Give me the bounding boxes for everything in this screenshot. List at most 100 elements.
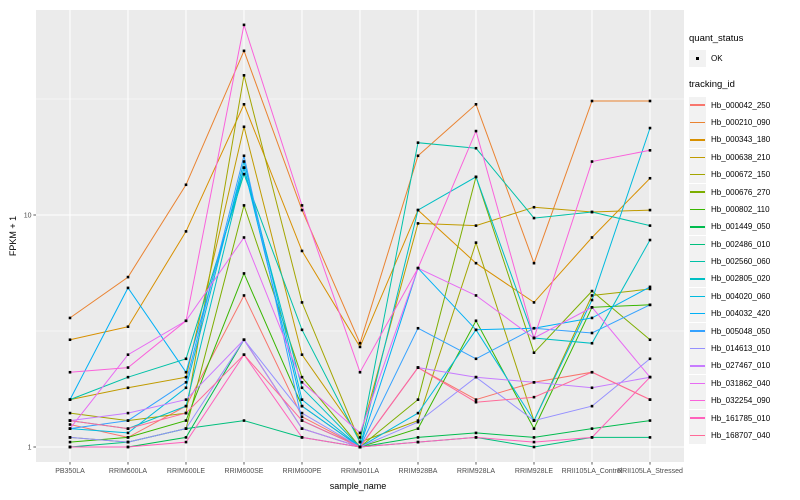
- data-point: [474, 175, 478, 179]
- legend-entry: Hb_002486_010: [689, 235, 770, 253]
- data-point: [474, 431, 478, 435]
- data-point: [300, 411, 304, 415]
- legend-key: [689, 392, 706, 410]
- series-color-line-icon: [690, 417, 705, 419]
- data-point: [648, 303, 652, 307]
- data-point: [416, 222, 420, 225]
- data-point: [590, 294, 594, 297]
- legend-label: Hb_004020_060: [711, 291, 771, 301]
- data-point: [474, 436, 478, 439]
- data-point: [648, 285, 652, 289]
- data-point: [184, 427, 188, 430]
- data-point: [648, 436, 652, 439]
- data-point: [300, 419, 304, 422]
- data-point: [358, 345, 362, 349]
- series-color-line-icon: [690, 260, 705, 263]
- data-point: [68, 445, 72, 449]
- data-point: [532, 216, 536, 220]
- legend-key: [689, 131, 706, 149]
- data-point: [648, 419, 652, 422]
- data-point: [532, 381, 536, 384]
- legend-key: [689, 96, 706, 114]
- legend-entry: Hb_001449_050: [689, 218, 770, 236]
- data-point: [358, 370, 362, 374]
- series-color-line-icon: [690, 173, 705, 176]
- legend-label: Hb_002560_060: [711, 257, 771, 267]
- legend-entry: Hb_000638_210: [689, 148, 770, 166]
- legend-key: [689, 357, 706, 375]
- legend-label: Hb_005048_050: [711, 326, 771, 336]
- data-point: [126, 419, 130, 422]
- legend-key: [689, 50, 706, 68]
- data-point: [532, 440, 536, 444]
- legend-label: Hb_032254_090: [711, 396, 771, 406]
- data-point: [416, 208, 420, 212]
- data-point: [68, 338, 72, 342]
- data-point: [358, 440, 362, 444]
- x-tick-label: RRIM600SE: [225, 468, 264, 475]
- data-point: [184, 419, 188, 422]
- legend-label: Hb_000210_090: [711, 117, 771, 127]
- data-point: [126, 375, 130, 379]
- legend-entry: Hb_000343_180: [689, 131, 771, 149]
- legend-key: [689, 166, 706, 184]
- legend-key: [689, 183, 706, 201]
- data-point: [358, 436, 362, 439]
- data-point: [474, 146, 478, 150]
- data-point: [126, 445, 130, 449]
- data-point: [532, 436, 536, 439]
- point-marker-icon: [696, 57, 699, 61]
- x-tick-label: RRIM600PE: [283, 468, 322, 475]
- data-point: [590, 436, 594, 439]
- data-point: [474, 375, 478, 379]
- data-point: [474, 398, 478, 401]
- legend-entry: Hb_000042_250: [689, 96, 771, 114]
- series-color-line-icon: [690, 191, 705, 193]
- data-point: [184, 404, 188, 408]
- data-point: [648, 238, 652, 242]
- data-point: [648, 126, 652, 130]
- legend-title-quant-status: quant_status: [689, 33, 744, 44]
- legend-label: Hb_000672_150: [711, 170, 771, 180]
- data-point: [474, 319, 478, 323]
- series-color-line-icon: [690, 295, 705, 298]
- data-point: [242, 154, 246, 158]
- data-point: [532, 419, 536, 422]
- series-color-line-icon: [690, 434, 705, 437]
- legend-key: [689, 200, 706, 218]
- legend: quant_status OK tracking_id Hb_000042_25…: [689, 33, 770, 444]
- data-point: [590, 331, 594, 335]
- data-point: [358, 431, 362, 435]
- data-point: [358, 341, 362, 345]
- series-color-line-icon: [690, 365, 705, 367]
- series-color-line-icon: [690, 208, 705, 211]
- legend-entry: Hb_004020_060: [689, 287, 771, 305]
- data-point: [532, 351, 536, 354]
- data-point: [474, 241, 478, 244]
- data-point: [474, 328, 478, 332]
- legend-entry: Hb_032254_090: [689, 392, 771, 410]
- data-point: [242, 172, 246, 176]
- data-point: [416, 398, 420, 401]
- legend-label: Hb_000042_250: [711, 100, 771, 110]
- data-point: [358, 445, 362, 449]
- legend-entry: Hb_000210_090: [689, 113, 771, 131]
- legend-label: Hb_000343_180: [711, 135, 771, 145]
- data-point: [648, 287, 652, 291]
- data-point: [184, 386, 188, 390]
- y-tick-label: 10: [24, 213, 32, 220]
- data-point: [242, 338, 246, 342]
- data-point: [300, 208, 304, 212]
- data-point: [126, 411, 130, 415]
- data-point: [416, 326, 420, 330]
- legend-key: [689, 270, 706, 288]
- legend-entry: Hb_027467_010: [689, 357, 770, 375]
- legend-entry: Hb_004032_420: [689, 305, 770, 323]
- data-point: [68, 427, 72, 430]
- data-point: [68, 398, 72, 401]
- data-point: [532, 395, 536, 399]
- data-point: [590, 370, 594, 374]
- data-point: [590, 99, 594, 103]
- data-point: [532, 301, 536, 304]
